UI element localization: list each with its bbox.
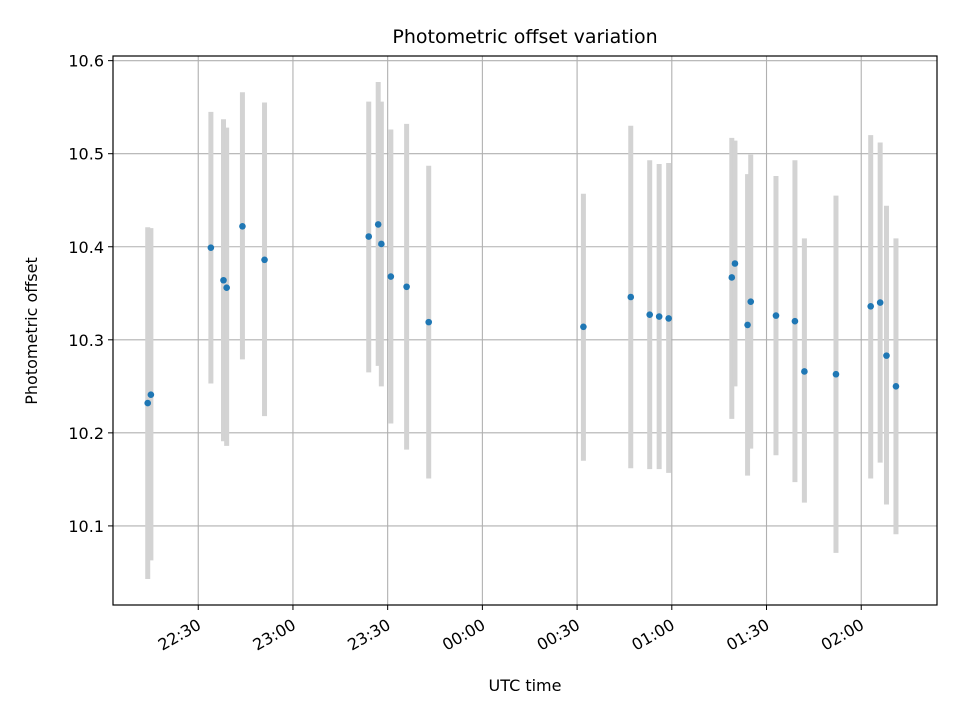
data-point: [728, 274, 736, 281]
chart-title: Photometric offset variation: [392, 26, 657, 48]
data-point: [665, 315, 672, 322]
data-point: [801, 368, 808, 375]
y-tick-label: 10.6: [68, 52, 104, 71]
data-point: [832, 370, 840, 378]
data-point: [387, 273, 395, 280]
data-point: [892, 383, 900, 390]
y-tick-label: 10.4: [68, 238, 104, 257]
data-point: [772, 312, 780, 319]
data-point: [147, 391, 155, 399]
grid: [113, 56, 937, 605]
data-point: [791, 317, 799, 325]
plot-area-frame: [112, 55, 938, 606]
data-point: [403, 283, 410, 291]
y-tick-label: 10.1: [68, 517, 104, 536]
data-point: [731, 260, 739, 267]
x-axis-title: UTC time: [489, 676, 562, 695]
data-point: [144, 399, 152, 407]
data-points: [144, 221, 900, 407]
data-point: [378, 240, 385, 248]
data-point: [876, 299, 884, 306]
data-point: [365, 233, 373, 240]
data-point: [374, 221, 382, 228]
data-point: [646, 311, 654, 318]
data-point: [220, 276, 227, 284]
data-point: [223, 284, 230, 291]
y-axis-title: Photometric offset: [22, 257, 41, 405]
data-point: [580, 323, 587, 331]
data-point: [425, 318, 433, 326]
data-point: [883, 352, 890, 359]
data-point: [867, 303, 875, 310]
y-tick-label: 10.5: [68, 145, 104, 164]
y-tick-label: 10.2: [68, 424, 104, 443]
data-point: [627, 293, 635, 301]
data-point: [261, 256, 268, 264]
y-tick-label: 10.3: [68, 331, 104, 350]
data-point: [239, 222, 246, 230]
data-point: [655, 313, 663, 320]
y-axis: 10.1 10.2 10.3 10.4 10.5 10.6: [68, 52, 113, 536]
data-point: [744, 321, 751, 329]
data-point: [747, 298, 755, 305]
data-point: [207, 244, 215, 251]
